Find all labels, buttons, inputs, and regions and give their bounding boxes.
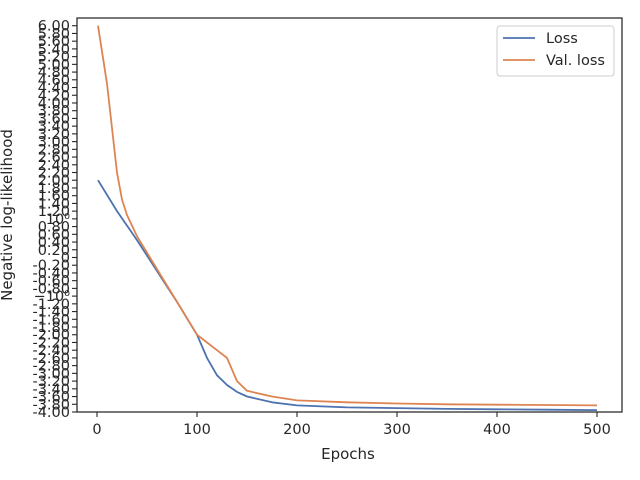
y-tick-label: 4.00 — [38, 96, 70, 112]
y-tick-label: -2.00 — [32, 328, 70, 344]
x-tick-label: 0 — [92, 422, 101, 438]
y-tick-label: -1.20 — [32, 297, 70, 313]
y-tick-label: 3.40 — [38, 119, 70, 135]
y-tick-label: 2.00 — [38, 173, 70, 189]
y-tick-label: 4.80 — [38, 65, 70, 81]
y-tick-label: 3.80 — [38, 104, 70, 120]
series-line-loss — [97, 179, 598, 411]
y-tick-label: 0.20 — [38, 243, 70, 259]
y-tick-label: -0.60 — [32, 274, 70, 290]
y-tick-label: −10⁰ — [34, 289, 71, 305]
y-tick-label: 0.40 — [38, 235, 70, 251]
y-tick-label: 2.80 — [38, 142, 70, 158]
y-tick-label: 4.40 — [38, 81, 70, 97]
legend: Loss Val. loss — [496, 25, 615, 77]
y-tick-label: 5.00 — [38, 57, 70, 73]
y-tick-label: 0.80 — [38, 220, 70, 236]
series-lines — [97, 25, 598, 411]
x-tick-label: 200 — [283, 422, 311, 438]
y-axis-ticks: 6.005.805.605.405.205.004.804.604.404.20… — [32, 19, 77, 421]
series-line-val-loss — [97, 25, 598, 407]
y-tick-label: -3.80 — [32, 397, 70, 413]
y-tick-label: 1.40 — [38, 196, 70, 212]
y-tick-label: 1.60 — [38, 189, 70, 205]
y-tick-label: 3.20 — [38, 127, 70, 143]
x-tick-label: 400 — [483, 422, 511, 438]
y-tick-label: 0 — [61, 250, 70, 266]
y-tick-label: -2.40 — [32, 343, 70, 359]
y-axis-label: Negative log-likelihood — [0, 129, 16, 301]
x-tick-label: 300 — [383, 422, 411, 438]
y-tick-label: -0.20 — [32, 258, 70, 274]
y-tick-label: -0.40 — [32, 266, 70, 282]
y-tick-label: 1.20 — [38, 204, 70, 220]
y-tick-label: 2.20 — [38, 166, 70, 182]
y-tick-label: -2.60 — [32, 351, 70, 367]
y-tick-label: -4.00 — [32, 405, 70, 421]
y-tick-label: 4.20 — [38, 88, 70, 104]
y-tick-label: 1.80 — [38, 181, 70, 197]
y-tick-label: 10⁰ — [46, 212, 70, 228]
y-tick-label: -2.80 — [32, 359, 70, 375]
x-tick-label: 500 — [583, 422, 611, 438]
y-tick-label: 5.60 — [38, 34, 70, 50]
y-tick-label: 4.60 — [38, 73, 70, 89]
y-tick-label: 2.40 — [38, 158, 70, 174]
y-tick-label: 0.60 — [38, 227, 70, 243]
x-axis-ticks: 0 100 200 300 400 500 — [92, 412, 611, 438]
y-tick-label: -3.40 — [32, 382, 70, 398]
y-tick-label: 6.00 — [38, 19, 70, 35]
y-tick-label: -0.80 — [32, 281, 70, 297]
y-tick-label: -1.40 — [32, 305, 70, 321]
legend-label-loss: Loss — [546, 31, 578, 47]
y-tick-label: -3.20 — [32, 374, 70, 390]
y-tick-label: 3.00 — [38, 135, 70, 151]
x-tick-label: 100 — [183, 422, 211, 438]
plot-area-frame — [76, 17, 623, 413]
y-tick-label: 5.20 — [38, 50, 70, 66]
y-tick-label: -3.60 — [32, 390, 70, 406]
y-tick-label: -2.20 — [32, 335, 70, 351]
y-tick-label: 5.80 — [38, 26, 70, 42]
y-tick-label: 5.40 — [38, 42, 70, 58]
y-tick-label: 2.60 — [38, 150, 70, 166]
y-tick-label: 3.60 — [38, 111, 70, 127]
y-tick-label: -1.80 — [32, 320, 70, 336]
legend-label-val-loss: Val. loss — [546, 53, 605, 69]
y-tick-label: -3.00 — [32, 366, 70, 382]
y-tick-label: -1.60 — [32, 312, 70, 328]
x-axis-label: Epochs — [321, 445, 375, 463]
